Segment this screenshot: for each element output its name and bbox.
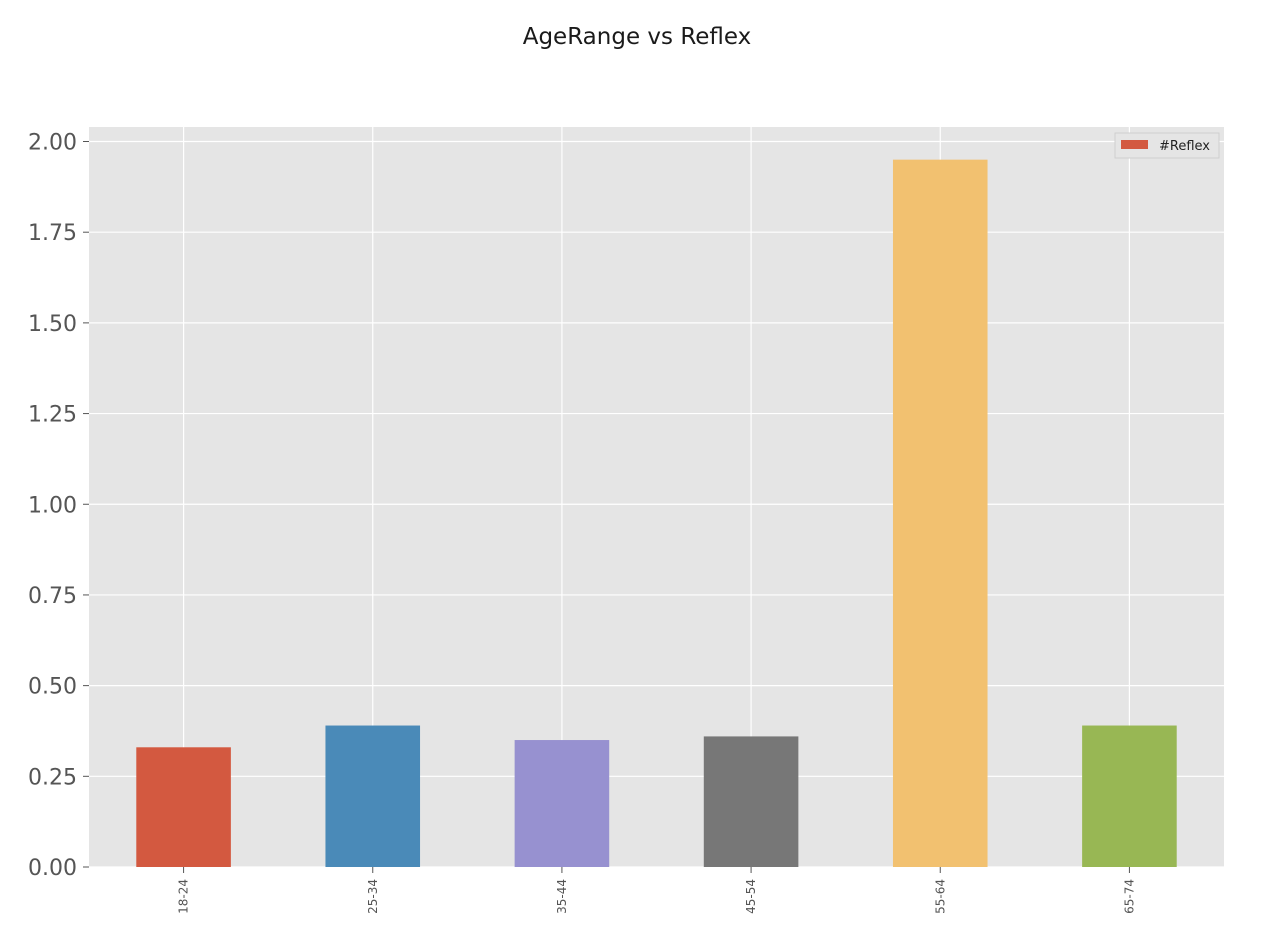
x-tick-label: 35-44 [555,879,569,914]
y-tick-label: 1.50 [28,312,77,337]
x-tick-label: 18-24 [177,879,191,914]
y-tick-label: 0.00 [28,856,77,881]
x-tick-label: 45-54 [744,879,758,914]
bar-18-24 [136,747,231,867]
x-tick-label: 55-64 [933,879,947,914]
plot-area [89,127,1224,867]
x-tick-label: 65-74 [1122,879,1136,914]
axes: 0.00 0.25 0.50 0.75 1.00 1.25 1.50 1.75 2.00 18-2… [28,131,1136,914]
y-tick-label: 0.25 [28,765,77,790]
legend-label: #Reflex [1159,139,1210,154]
x-tick-label: 25-34 [366,879,380,914]
y-tick-label: 1.75 [28,221,77,246]
legend: #Reflex [1114,132,1220,159]
bar-65-74 [1082,725,1177,867]
bar-25-34 [325,725,421,867]
bar-35-44 [514,740,610,867]
y-tick-label: 0.75 [28,584,77,609]
legend-swatch [1121,140,1148,149]
y-tick-label: 0.50 [28,675,77,700]
y-tick-label: 1.25 [28,403,77,428]
y-tick-label: 1.00 [28,493,77,518]
bar-55-64 [892,159,988,867]
chart-title: AgeRange vs Reflex [522,24,752,50]
legend-box [1114,132,1220,159]
y-tick-label: 2.00 [28,131,77,156]
bars [136,159,1177,867]
bar-45-54 [703,736,799,867]
